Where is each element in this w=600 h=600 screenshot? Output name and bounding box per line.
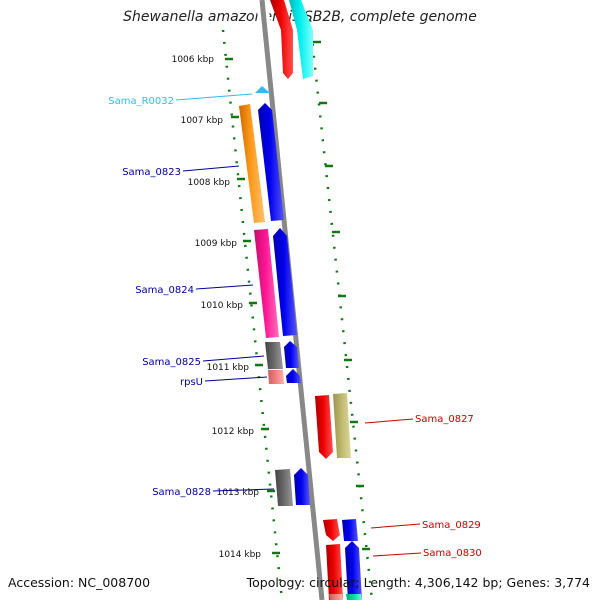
gene-feature-sama-r0032[interactable] bbox=[255, 86, 270, 93]
gene-feature-sama-0823[interactable] bbox=[239, 104, 265, 223]
gene-label-sama-0825[interactable]: Sama_0825 bbox=[142, 357, 201, 368]
gene-feature-rpsu[interactable] bbox=[268, 370, 284, 384]
tick-label: 1006 kbp bbox=[172, 55, 215, 65]
gene-feature-blue-6[interactable] bbox=[342, 519, 358, 541]
gene-label-sama-0828[interactable]: Sama_0828 bbox=[152, 487, 211, 498]
accession-text: Accession: NC_008700 bbox=[8, 575, 151, 590]
tick-label: 1012 kbp bbox=[212, 427, 255, 437]
gene-feature-cyan-top[interactable] bbox=[289, 0, 313, 79]
tick-label: 1007 kbp bbox=[181, 116, 224, 126]
leader-line bbox=[204, 376, 268, 382]
leader-line bbox=[364, 418, 414, 424]
tick-label: 1014 kbp bbox=[219, 550, 262, 560]
gene-feature-sama-0825[interactable] bbox=[265, 342, 283, 369]
tick-label: 1011 kbp bbox=[207, 363, 250, 373]
leader-line bbox=[175, 93, 253, 101]
right-dot-row bbox=[308, 19, 374, 600]
tick-label: 1008 kbp bbox=[188, 178, 231, 188]
leader-line bbox=[372, 552, 422, 557]
gene-feature-sama-0830[interactable] bbox=[326, 544, 343, 600]
gene-feature-khaki[interactable] bbox=[333, 393, 351, 458]
tick-label: 1009 kbp bbox=[195, 239, 238, 249]
gene-label-sama-0827[interactable]: Sama_0827 bbox=[415, 414, 474, 425]
gene-label-sama-0824[interactable]: Sama_0824 bbox=[135, 285, 194, 296]
gene-feature-sama-0827[interactable] bbox=[315, 395, 333, 459]
genome-summary-text: Topology: circular; Length: 4,306,142 bp… bbox=[246, 575, 590, 590]
gene-feature-blue-2[interactable] bbox=[273, 228, 297, 336]
tick-label: 1010 kbp bbox=[201, 301, 244, 311]
gene-feature-blue-4[interactable] bbox=[286, 369, 301, 383]
gene-label-sama-0829[interactable]: Sama_0829 bbox=[422, 520, 481, 531]
gene-feature-red-top[interactable] bbox=[270, 0, 293, 79]
leader-line bbox=[202, 355, 265, 362]
gene-label-rpsu[interactable]: rpsU bbox=[180, 377, 203, 388]
tick-marks bbox=[225, 40, 370, 555]
gene-feature-blue-1[interactable] bbox=[258, 103, 284, 221]
gene-feature-blue-3[interactable] bbox=[284, 341, 299, 368]
gene-feature-sama-0824[interactable] bbox=[254, 229, 279, 338]
gene-feature-sama-0829[interactable] bbox=[323, 519, 340, 541]
tick-label: 1013 kbp bbox=[217, 488, 260, 498]
gene-feature-sama-0828[interactable] bbox=[275, 469, 293, 506]
leader-line bbox=[212, 488, 275, 492]
gene-label-sama-0830[interactable]: Sama_0830 bbox=[423, 548, 482, 559]
gene-feature-salmon-partial[interactable] bbox=[329, 594, 343, 600]
leader-line bbox=[195, 284, 254, 290]
leader-line bbox=[370, 523, 421, 529]
gene-feature-teal-partial[interactable] bbox=[346, 594, 362, 600]
gene-label-sama-0823[interactable]: Sama_0823 bbox=[122, 167, 181, 178]
leader-line bbox=[182, 165, 240, 172]
gene-feature-blue-7[interactable] bbox=[345, 541, 362, 600]
gene-feature-blue-5[interactable] bbox=[294, 468, 310, 505]
gene-label-sama-r0032[interactable]: Sama_R0032 bbox=[108, 96, 174, 107]
